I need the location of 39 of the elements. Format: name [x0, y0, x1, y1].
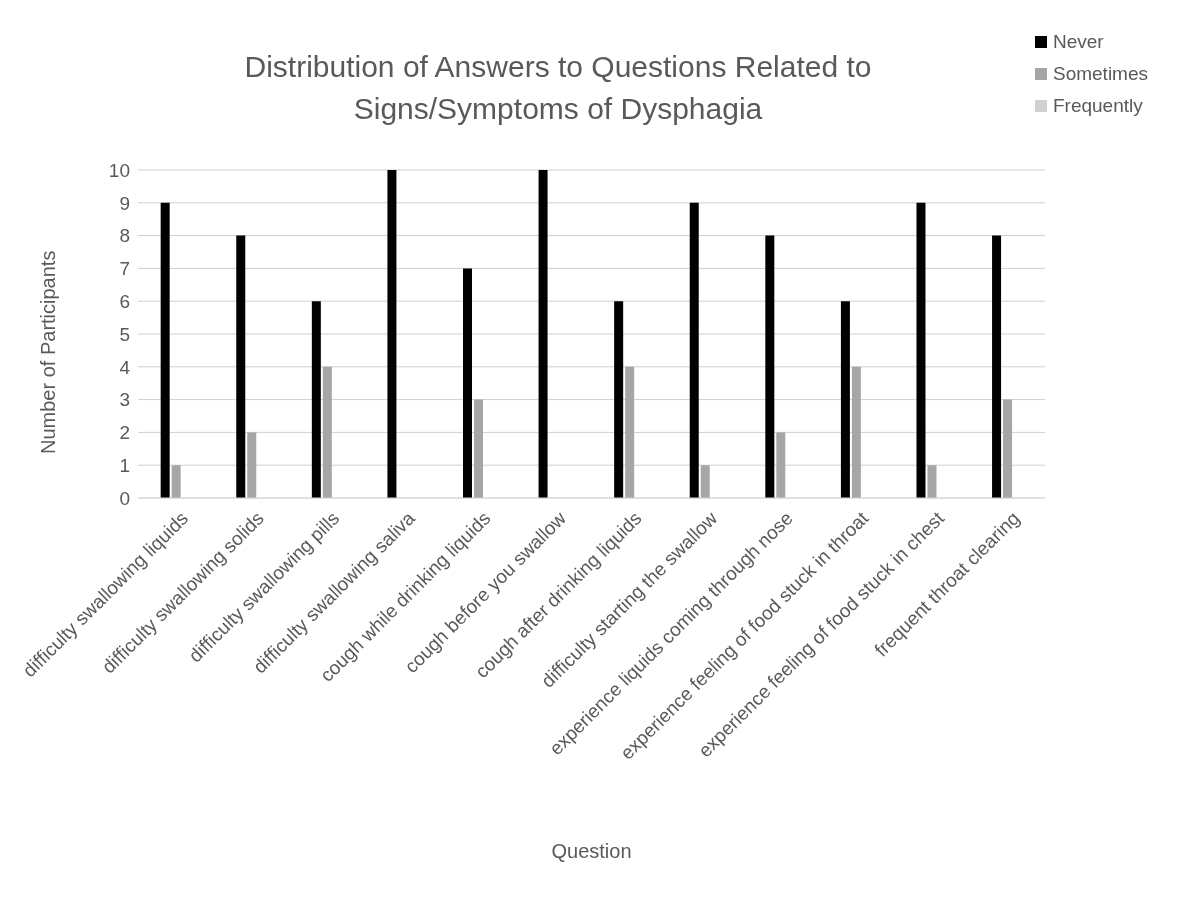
bar [387, 170, 397, 498]
y-tick-label: 9 [119, 192, 130, 214]
bar [700, 465, 710, 498]
bar [765, 235, 775, 498]
bar [538, 170, 548, 498]
legend-label: Frequently [1052, 94, 1143, 118]
y-axis-title: Number of Participants [37, 250, 60, 454]
bar [840, 301, 850, 498]
bar [625, 366, 635, 498]
bar [776, 432, 786, 498]
y-tick-label: 3 [119, 389, 130, 411]
bar [916, 202, 926, 498]
bar [311, 301, 321, 498]
bar [322, 366, 332, 498]
y-tick-label: 4 [119, 356, 131, 378]
bar [236, 235, 246, 498]
bar [463, 268, 472, 498]
y-tick-label: 6 [119, 290, 130, 312]
y-tick-label: 5 [119, 323, 130, 345]
bar [474, 399, 483, 498]
bar [1003, 399, 1013, 498]
y-tick-label: 7 [119, 258, 130, 280]
bar [851, 366, 861, 498]
chart-title: Distribution of Answers to Questions Related to Signs/Symptoms of Dysphagia [243, 49, 873, 127]
bar [689, 202, 699, 498]
y-tick-label: 8 [119, 225, 130, 247]
y-tick-label: 1 [119, 454, 130, 476]
y-tick-label: 10 [108, 159, 130, 181]
bar [160, 202, 170, 498]
y-tick-label: 0 [119, 487, 130, 509]
bar [247, 432, 257, 498]
x-axis-title: Question [551, 840, 632, 862]
bar [614, 301, 624, 498]
legend-label: Sometimes [1052, 62, 1148, 86]
bar [171, 465, 181, 498]
legend-label: Never [1052, 30, 1104, 54]
y-tick-label: 2 [119, 422, 130, 444]
bar [927, 465, 937, 498]
bar [992, 235, 1002, 498]
